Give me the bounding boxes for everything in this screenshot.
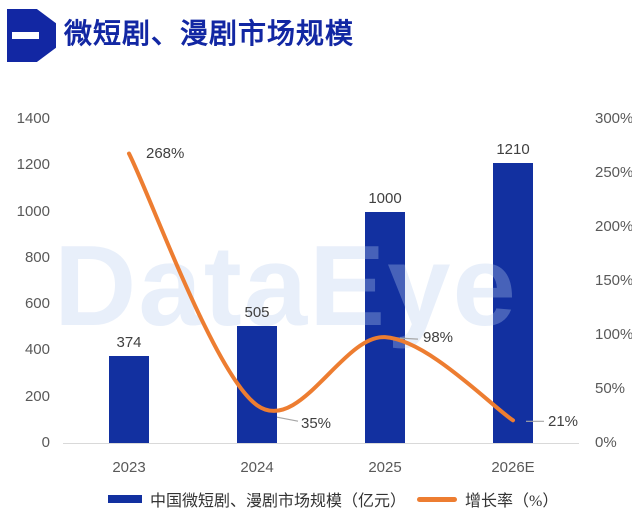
right-axis-tick-label: 100%	[595, 326, 632, 343]
chart-title: 微短剧、漫剧市场规模	[64, 18, 355, 49]
bar-2026E	[493, 162, 533, 443]
right-axis-tick-label: 0%	[595, 434, 617, 451]
label-leader-line	[276, 416, 299, 422]
bar-2024	[237, 326, 277, 443]
section-number-badge-icon	[7, 9, 56, 62]
left-axis-tick-label: 0	[41, 434, 50, 451]
right-axis-tick-label: 200%	[595, 218, 632, 235]
bar-swatch-icon	[108, 495, 142, 503]
growth-point-label: 268%	[146, 144, 185, 162]
left-axis-tick-label: 1000	[16, 202, 50, 220]
growth-point-label: 98%	[423, 329, 454, 347]
x-category-label: 2023	[112, 459, 146, 476]
bar-2025	[365, 211, 405, 443]
right-axis-tick-label: 150%	[595, 272, 632, 289]
line-swatch-icon	[417, 496, 457, 502]
legend-item-market-size: 中国微短剧、漫剧市场规模（亿元）	[108, 487, 406, 511]
bar-value-label: 1000	[368, 189, 402, 207]
x-category-label: 2024	[240, 459, 274, 476]
left-axis-tick-label: 200	[24, 387, 50, 405]
legend-item-growth-rate: 增长率（%）	[417, 487, 558, 511]
growth-point-label: 21%	[548, 413, 579, 431]
bar-value-label: 374	[116, 334, 142, 352]
right-axis-tick-label: 300%	[595, 110, 632, 127]
x-category-label: 2025	[368, 459, 402, 476]
x-axis-line	[63, 443, 579, 444]
x-category-label: 2026E	[491, 459, 535, 476]
bar-2023	[109, 356, 149, 443]
growth-point-label: 35%	[301, 415, 332, 433]
right-axis-tick-label: 50%	[595, 380, 626, 397]
legend-label-market-size: 中国微短剧、漫剧市场规模（亿元）	[150, 493, 407, 510]
growth-rate-line	[127, 151, 515, 423]
left-axis-tick-label: 800	[24, 248, 50, 266]
dash-icon	[12, 32, 39, 39]
left-axis-tick-label: 600	[24, 295, 50, 313]
bar-value-label: 1210	[496, 140, 530, 158]
left-axis-tick-label: 1200	[16, 156, 50, 174]
legend-label-growth-rate: 增长率（%）	[465, 493, 559, 510]
left-axis-tick-label: 1400	[16, 110, 50, 127]
dataeye-watermark: DataEye	[54, 223, 518, 350]
bar-value-label: 505	[244, 304, 270, 322]
left-axis-tick-label: 400	[24, 341, 50, 359]
right-axis-tick-label: 250%	[595, 164, 632, 181]
